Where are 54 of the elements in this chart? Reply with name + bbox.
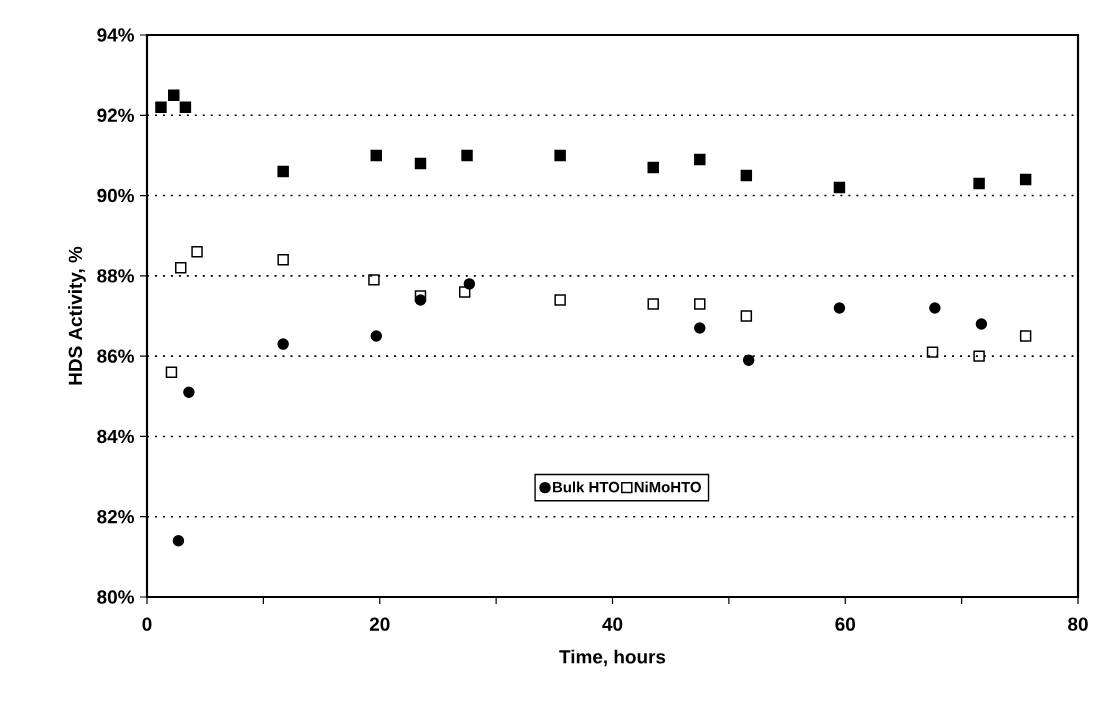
point [742,354,755,366]
y-tick-label: 84% [97,429,135,444]
point [740,310,753,322]
point [694,153,706,166]
point [414,157,427,170]
y-tick-label: 92% [97,108,135,122]
point [414,290,427,302]
y-tick-label: 82% [97,510,135,524]
point [554,294,566,306]
point [458,286,471,298]
point [165,366,178,378]
legend-label: Bulk HTO [553,481,620,493]
point [926,346,939,358]
point [973,177,985,190]
point [277,338,289,350]
x-axis-title: Time, hours [559,649,666,667]
point [179,101,192,113]
legend-label: NiMoHTO [634,481,701,493]
x-tick-label: 20 [369,617,390,631]
y-tick-label: 86% [97,349,135,363]
point [740,169,753,182]
y-tick-label: 90% [97,188,135,203]
y-tick-label: 80% [97,590,135,604]
point [461,149,473,162]
x-tick-label: 0 [142,617,152,631]
point [277,165,289,178]
point [833,302,846,314]
point [694,298,706,310]
y-tick-label: 94% [97,28,135,42]
point [168,89,180,101]
y-tick-label: 88% [97,269,135,283]
point [172,535,185,547]
point [973,350,985,362]
x-tick-label: 80 [1068,617,1088,631]
point [175,262,187,274]
point [554,149,566,162]
point [155,101,167,113]
point [1019,330,1032,342]
x-tick-label: 60 [835,617,855,631]
point [1019,173,1032,186]
point [277,254,289,266]
point [647,298,659,310]
point [975,318,988,330]
point [694,322,706,334]
point [191,246,203,258]
point [370,149,382,162]
point [368,274,380,286]
point [183,386,195,398]
point [833,181,846,194]
point [929,302,941,314]
point [370,330,382,342]
point [647,161,659,174]
x-tick-label: 40 [602,617,623,631]
y-axis-title: HDS Activity, % [68,246,86,385]
